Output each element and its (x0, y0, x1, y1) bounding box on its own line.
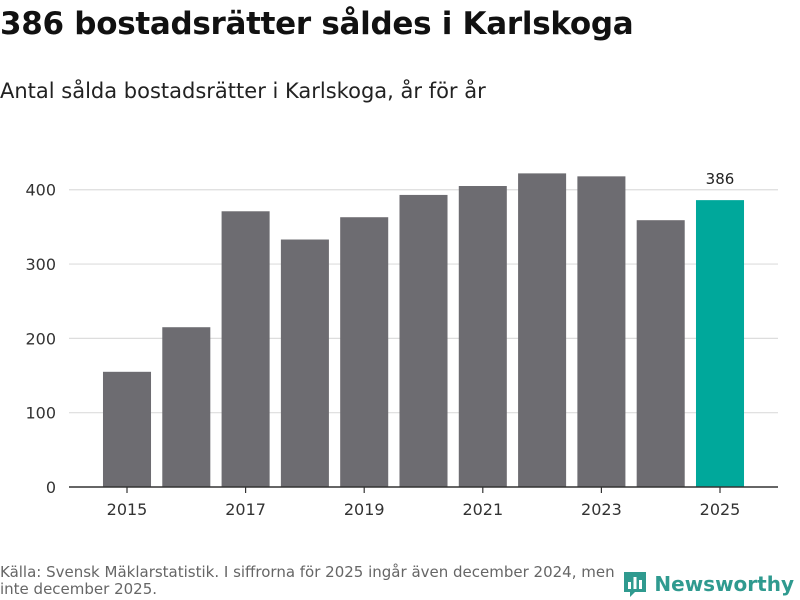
axes: 0 100 200 300 400 2015 2017 2019 2021 2023 2025 (25, 181, 778, 519)
bar-2018 (280, 239, 329, 487)
bars (102, 173, 745, 488)
brand-name: Newsworthy (654, 572, 794, 596)
bar-chart: 0 100 200 300 400 2015 2017 2019 2021 2023 2025 38… (25, 170, 778, 519)
y-tick-label-400: 400 (25, 181, 56, 200)
x-tick-label-2019: 2019 (344, 500, 385, 519)
x-tick-label-2021: 2021 (462, 500, 503, 519)
bar-2020 (399, 194, 448, 487)
x-tick-label-2017: 2017 (225, 500, 266, 519)
x-tick-label-2015: 2015 (107, 500, 148, 519)
chart-subtitle: Antal sålda bostadsrätter i Karlskoga, å… (0, 79, 486, 103)
source-note: Källa: Svensk Mäklarstatistik. I siffror… (0, 563, 615, 598)
bar-2025 (695, 200, 745, 487)
bar-2016 (162, 327, 211, 487)
bar-2017 (221, 211, 270, 487)
data-labels: 386 (706, 170, 735, 188)
bar-2015 (102, 371, 152, 487)
brand-logo: Newsworthy (622, 570, 794, 598)
bar-2023 (577, 176, 626, 487)
bar-2022 (518, 173, 567, 488)
x-tick-label-2023: 2023 (581, 500, 622, 519)
data-label-2025: 386 (706, 170, 735, 188)
chart-title: 386 bostadsrätter såldes i Karlskoga (0, 6, 634, 42)
y-tick-label-200: 200 (25, 329, 56, 348)
y-tick-label-100: 100 (25, 404, 56, 423)
newsworthy-logo-icon (624, 572, 647, 597)
bar-2019 (340, 217, 389, 487)
y-tick-label-0: 0 (46, 478, 56, 497)
bar-2021 (458, 186, 507, 488)
bar-2024 (636, 220, 685, 487)
y-tick-label-300: 300 (25, 255, 56, 274)
x-tick-label-2025: 2025 (700, 500, 741, 519)
